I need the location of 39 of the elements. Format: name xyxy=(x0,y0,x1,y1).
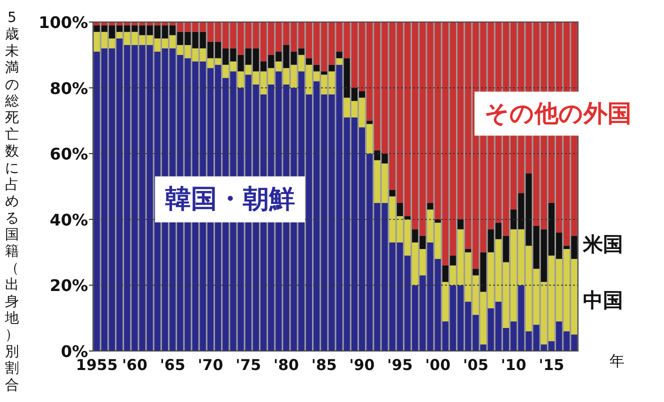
y-axis-title: 5歳未満の総死亡数に占める国籍（出身地）別割合 xyxy=(5,10,19,394)
x-tick-label: '70 xyxy=(198,356,224,374)
x-tick-label: 1955 xyxy=(76,356,118,374)
x-tick-label: '00 xyxy=(425,356,451,374)
y-tick-label: 40% xyxy=(50,210,88,230)
bar xyxy=(328,64,335,72)
series-label: その他の外国 xyxy=(484,100,632,128)
bar xyxy=(336,58,342,65)
y-tick-label: 20% xyxy=(50,276,88,296)
x-tick-label: '90 xyxy=(349,356,375,374)
x-tick-label: '80 xyxy=(274,356,299,374)
bar xyxy=(396,202,403,216)
bar xyxy=(442,265,448,282)
y-tick-label: 80% xyxy=(50,78,88,98)
bar xyxy=(389,190,396,196)
y-tick-label: 60% xyxy=(50,144,88,164)
x-tick-label: '95 xyxy=(387,356,413,374)
bar xyxy=(314,64,320,72)
x-tick-label: '65 xyxy=(160,356,186,374)
x-axis-title: 年 xyxy=(610,352,624,370)
bar xyxy=(366,120,373,124)
x-tick-label: '05 xyxy=(462,356,488,374)
series-label: 中国 xyxy=(583,288,623,312)
x-tick-label: '85 xyxy=(311,356,337,374)
bar xyxy=(465,249,472,252)
series-label: 韓国・朝鮮 xyxy=(165,184,295,214)
x-tick-label: '15 xyxy=(538,356,564,374)
bar xyxy=(427,202,434,210)
x-tick-label: '60 xyxy=(122,356,148,374)
series-label: 米国 xyxy=(582,232,623,256)
y-tick-label: 100% xyxy=(38,13,88,32)
bar xyxy=(336,52,342,58)
bar xyxy=(321,71,328,75)
bar xyxy=(450,256,456,266)
x-tick-label: '75 xyxy=(236,356,262,374)
x-tick-label: '10 xyxy=(500,356,526,374)
bar xyxy=(404,216,411,220)
bar xyxy=(306,58,312,65)
bar xyxy=(458,219,464,230)
